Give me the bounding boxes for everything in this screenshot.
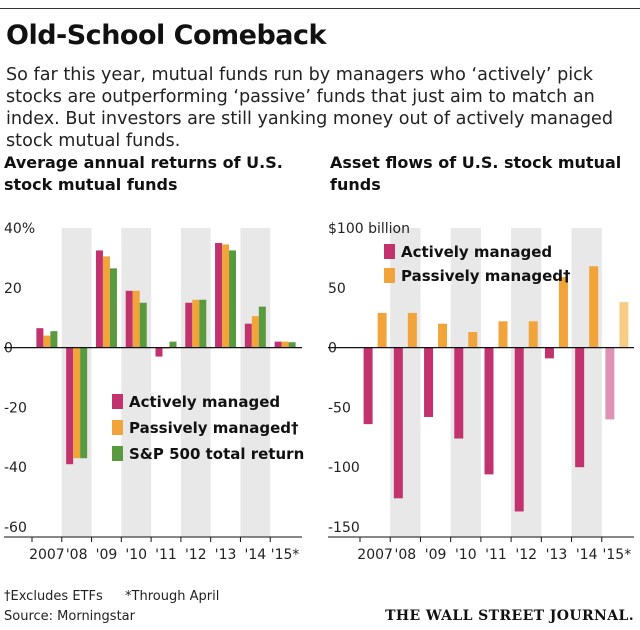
bar-actively-managed-10 bbox=[125, 290, 133, 348]
bar-actively-managed-12 bbox=[185, 302, 193, 348]
legend-swatch bbox=[112, 394, 123, 409]
shaded-band bbox=[121, 228, 152, 537]
y-tick-label: -20 bbox=[4, 400, 27, 416]
y-tick-label: 20 bbox=[4, 281, 22, 297]
bar-s-p-total-return-13 bbox=[229, 250, 237, 348]
bar-actively-managed-08 bbox=[393, 347, 403, 499]
bar-actively-managed-10 bbox=[454, 347, 464, 439]
x-tick-label: 2007 bbox=[29, 547, 65, 563]
bar-actively-managed-15 bbox=[274, 341, 282, 348]
x-tick-label: '09 bbox=[425, 547, 447, 563]
x-tick-label: '11 bbox=[485, 547, 507, 563]
x-tick-label: 2007 bbox=[357, 547, 393, 563]
footnote: †Excludes ETFs *Through April bbox=[4, 589, 219, 604]
bar-s-p-total-return-08 bbox=[80, 347, 88, 459]
shaded-band bbox=[180, 228, 211, 537]
publisher-logo: THE WALL STREET JOURNAL. bbox=[385, 608, 634, 624]
dek: So far this year, mutual funds run by ma… bbox=[6, 65, 614, 151]
bar-actively-managed-11 bbox=[484, 347, 494, 475]
legend-label: Passively managed† bbox=[129, 419, 299, 437]
bar-actively-managed-13 bbox=[215, 242, 223, 348]
bar-actively-managed-12 bbox=[514, 347, 524, 512]
legend-label: Passively managed† bbox=[401, 267, 571, 285]
headline: Old-School Comeback bbox=[6, 20, 326, 51]
legend-label: S&P 500 total return bbox=[129, 445, 304, 463]
bar-actively-managed-15 bbox=[605, 347, 615, 420]
bar-passively-managed-08 bbox=[407, 312, 417, 348]
x-tick-label: '08 bbox=[66, 547, 88, 563]
top-rule bbox=[0, 8, 640, 9]
bar-actively-managed-09 bbox=[95, 250, 103, 348]
x-tick-label: '12 bbox=[515, 547, 537, 563]
returns-chart-title: Average annual returns of U.S. stock mut… bbox=[4, 153, 283, 194]
bar-passively-managed-2007 bbox=[43, 335, 51, 348]
bar-passively-managed-09 bbox=[102, 256, 110, 348]
y-tick-label: 0 bbox=[328, 341, 337, 357]
bar-passively-managed-10 bbox=[468, 332, 478, 348]
bar-passively-managed-14 bbox=[589, 266, 599, 348]
bar-s-p-total-return-11 bbox=[169, 341, 177, 348]
x-tick-label: '12 bbox=[185, 547, 207, 563]
bar-actively-managed-14 bbox=[244, 323, 252, 348]
y-tick-label: 40% bbox=[4, 221, 35, 237]
bar-passively-managed-08 bbox=[73, 347, 81, 459]
x-tick-label: '14 bbox=[244, 547, 266, 563]
bar-passively-managed-13 bbox=[558, 277, 568, 348]
bar-passively-managed-12 bbox=[528, 321, 538, 348]
x-tick-label: '13 bbox=[215, 547, 237, 563]
bar-s-p-total-return-2007 bbox=[50, 331, 58, 348]
shaded-band bbox=[240, 228, 271, 537]
footnote-etf: †Excludes ETFs bbox=[4, 589, 103, 604]
legend-swatch bbox=[384, 268, 395, 283]
bar-passively-managed-13 bbox=[222, 244, 230, 348]
x-tick-label: '09 bbox=[96, 547, 118, 563]
bar-passively-managed-2007 bbox=[377, 312, 387, 348]
bar-s-p-total-return-15 bbox=[288, 342, 296, 348]
y-tick-label: 50 bbox=[328, 281, 346, 297]
legend-swatch bbox=[112, 446, 123, 461]
legend-swatch bbox=[384, 244, 395, 259]
footnote-april: *Through April bbox=[125, 589, 220, 604]
x-tick-label: '11 bbox=[155, 547, 177, 563]
y-tick-label: $100 billion bbox=[328, 221, 410, 237]
bar-passively-managed-11 bbox=[498, 321, 508, 348]
x-tick-label: '10 bbox=[125, 547, 147, 563]
source: Source: Morningstar bbox=[4, 609, 135, 624]
legend-label: Actively managed bbox=[129, 393, 280, 411]
x-tick-label: '10 bbox=[455, 547, 477, 563]
bar-s-p-total-return-09 bbox=[109, 268, 117, 348]
x-tick-label: '14 bbox=[576, 547, 598, 563]
legend-swatch bbox=[112, 420, 123, 435]
bar-passively-managed-15 bbox=[619, 302, 629, 348]
y-tick-label: -150 bbox=[328, 520, 360, 536]
bar-passively-managed-10 bbox=[132, 290, 140, 348]
x-tick-label: '15* bbox=[603, 547, 632, 563]
bar-passively-managed-14 bbox=[251, 316, 259, 348]
bar-actively-managed-2007 bbox=[36, 328, 44, 348]
bar-passively-managed-09 bbox=[438, 323, 448, 348]
bar-actively-managed-13 bbox=[544, 347, 554, 359]
bar-passively-managed-12 bbox=[192, 299, 200, 348]
bar-s-p-total-return-14 bbox=[258, 306, 266, 348]
y-tick-label: -60 bbox=[4, 520, 27, 536]
y-tick-label: 0 bbox=[4, 341, 13, 357]
bar-s-p-total-return-10 bbox=[139, 302, 147, 348]
y-tick-label: -40 bbox=[4, 460, 27, 476]
bar-passively-managed-15 bbox=[281, 341, 289, 348]
flows-chart: $100 billion 50 0 -50 -100 -150 2007'08 '09 '10 '… bbox=[328, 221, 634, 563]
legend-label: Actively managed bbox=[401, 243, 552, 261]
x-tick-label: '15* bbox=[271, 547, 300, 563]
bar-actively-managed-2007 bbox=[363, 347, 373, 425]
x-tick-label: '13 bbox=[546, 547, 568, 563]
bar-actively-managed-11 bbox=[155, 347, 163, 357]
y-tick-label: -100 bbox=[328, 460, 360, 476]
y-tick-label: -50 bbox=[328, 400, 351, 416]
bar-s-p-total-return-12 bbox=[199, 299, 207, 348]
x-tick-label: '08 bbox=[394, 547, 416, 563]
bar-actively-managed-14 bbox=[575, 347, 585, 468]
bar-actively-managed-08 bbox=[66, 347, 74, 465]
bar-actively-managed-09 bbox=[424, 347, 434, 417]
flows-chart-title: Asset flows of U.S. stock mutual funds bbox=[330, 153, 622, 194]
